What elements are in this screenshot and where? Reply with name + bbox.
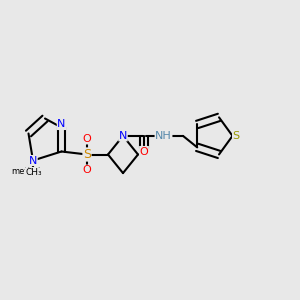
Text: CH₃: CH₃ — [25, 168, 42, 177]
Text: methyl: methyl — [11, 167, 40, 176]
Text: S: S — [232, 131, 240, 141]
Text: O: O — [82, 165, 91, 175]
Text: N: N — [29, 155, 37, 166]
Text: N: N — [119, 131, 127, 141]
Text: O: O — [82, 134, 91, 144]
Text: N: N — [57, 119, 66, 130]
Text: NH: NH — [155, 131, 172, 141]
Text: O: O — [140, 146, 148, 157]
Text: S: S — [83, 148, 91, 161]
